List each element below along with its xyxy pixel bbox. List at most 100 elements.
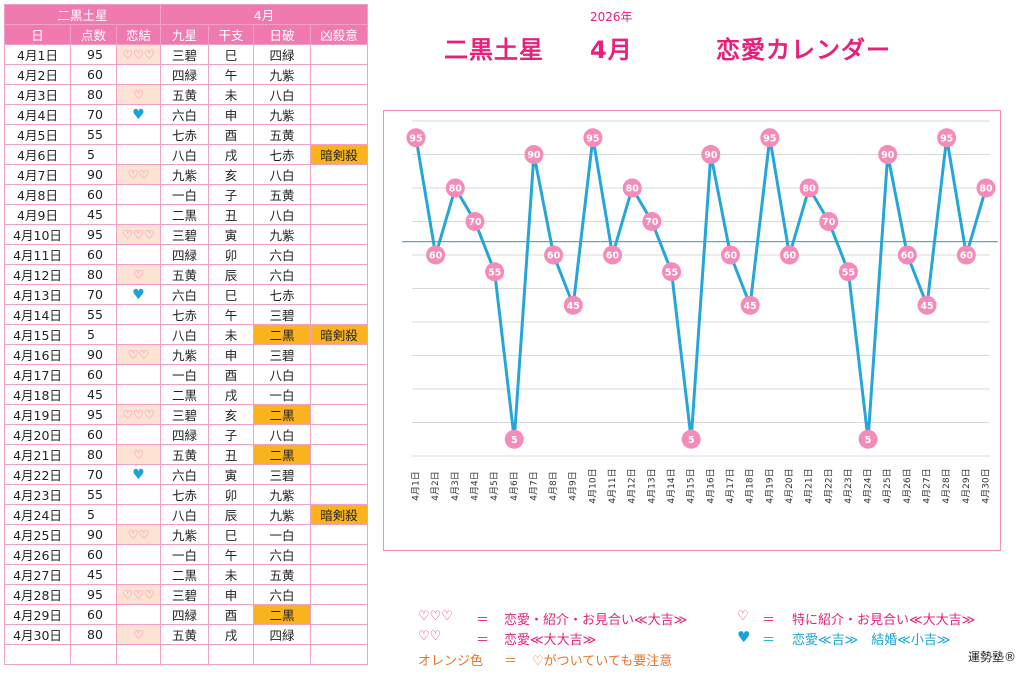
table-row: 4月21日 80 ♡ 五黄丑二黒 [4,444,369,465]
x-tick-label: 4月8日 [548,471,559,500]
data-point [956,245,976,265]
kyo-cell [310,544,369,565]
col-header-date: 日 [4,24,71,45]
data-label: 60 [783,251,797,262]
eto-cell: 酉 [208,604,255,625]
legend-text-1heart: 特に紹介・お見合い≪大大吉≫ [792,613,976,628]
table-row: 4月25日 90 ♡♡ 九紫巳一白 [4,524,369,545]
data-point [563,295,583,315]
date-cell: 4月14日 [4,304,71,325]
hiha-cell: 二黒 [253,604,312,625]
data-label: 60 [901,251,915,262]
score-cell: 80 [70,264,117,285]
score-cell: 90 [70,524,117,545]
legend-text-3hearts: 恋愛・紹介・お見合い≪大吉≫ [504,613,688,628]
data-point [465,212,485,231]
love-cell [115,144,162,165]
eto-cell: 亥 [208,164,255,185]
score-cell: 45 [70,384,117,405]
score-cell: 60 [70,424,117,445]
table-row: 4月1日 95 ♡♡♡ 三碧巳四緑 [4,44,369,65]
hiha-cell: 三碧 [253,344,312,365]
table-row: 4月5日 55 七赤酉五黄 [4,124,369,145]
hiha-cell: 五黄 [253,124,312,145]
table-row: 4月12日 80 ♡ 五黄辰六白 [4,264,369,285]
kyusei-cell: 五黄 [160,264,210,285]
hiha-cell: 九紫 [253,104,312,125]
x-tick-label: 4月16日 [705,468,716,503]
date-cell: 4月10日 [4,224,71,245]
love-cell: ♡♡ [115,164,162,185]
love-cell: ♥ [115,104,162,125]
table-row: 4月20日 60 四緑子八白 [4,424,369,445]
legend-sym-3hearts: ♡♡♡ [418,609,453,624]
eto-cell: 丑 [208,444,255,465]
love-cell: ♡ [115,264,162,285]
table-row: 4月27日 45 二黒未五黄 [4,564,369,585]
data-label: 60 [960,251,974,262]
score-cell: 5 [70,504,117,525]
score-cell: 60 [70,544,117,565]
hiha-cell: 五黄 [253,184,312,205]
data-label: 90 [527,150,541,161]
data-point [662,262,682,282]
x-tick-label: 4月22日 [823,468,834,503]
date-cell: 4月11日 [4,244,71,265]
date-cell: 4月6日 [4,144,71,165]
data-point [485,262,505,282]
kyo-cell [310,364,369,385]
hiha-cell: 九紫 [253,224,312,245]
data-label: 95 [763,133,776,144]
data-point [838,262,858,282]
x-tick-label: 4月3日 [450,471,461,500]
data-point [622,178,642,198]
x-tick-label: 4月17日 [725,468,736,503]
score-cell: 60 [70,184,117,205]
date-cell: 4月18日 [4,384,71,405]
kyusei-cell: 九紫 [160,524,210,545]
kyusei-cell: 八白 [160,504,210,525]
kyo-cell [310,524,369,545]
love-cell: ♥ [115,464,162,485]
score-line-chart: 9560807055590604595608070555906045956080… [402,120,998,504]
date-cell [4,644,71,665]
eto-cell: 酉 [208,364,255,385]
score-cell [70,644,117,665]
hiha-cell: 六白 [253,264,312,285]
x-tick-label: 4月14日 [666,468,677,503]
eto-cell: 子 [208,424,255,445]
kyo-cell [310,44,369,65]
love-cell [115,124,162,145]
data-point [406,128,426,148]
table-row [4,644,369,665]
eto-cell: 亥 [208,404,255,425]
data-point [937,128,957,148]
kyusei-cell: 四緑 [160,244,210,265]
data-label: 60 [429,251,443,262]
love-cell: ♡♡♡ [115,44,162,65]
data-point [917,295,937,315]
love-cell: ♡ [115,624,162,645]
love-cell: ♥ [115,284,162,305]
kyusei-cell: 七赤 [160,304,210,325]
date-cell: 4月23日 [4,484,71,505]
data-label: 95 [586,133,599,144]
hiha-cell: 七赤 [253,144,312,165]
table-row: 4月9日 45 二黒丑八白 [4,204,369,225]
hiha-cell: 一白 [253,524,312,545]
title-month: 4月 [590,36,633,64]
x-tick-label: 4月27日 [922,468,933,503]
love-cell [115,324,162,345]
eto-cell: 午 [208,64,255,85]
x-tick-label: 4月20日 [784,468,795,503]
eto-cell: 卯 [208,244,255,265]
love-cell [115,64,162,85]
kyusei-cell: 三碧 [160,224,210,245]
hiha-cell: 二黒 [253,404,312,425]
date-cell: 4月8日 [4,184,71,205]
score-cell: 45 [70,564,117,585]
kyusei-cell: 五黄 [160,84,210,105]
date-cell: 4月24日 [4,504,71,525]
x-tick-label: 4月13日 [646,468,657,503]
love-cell [115,364,162,385]
